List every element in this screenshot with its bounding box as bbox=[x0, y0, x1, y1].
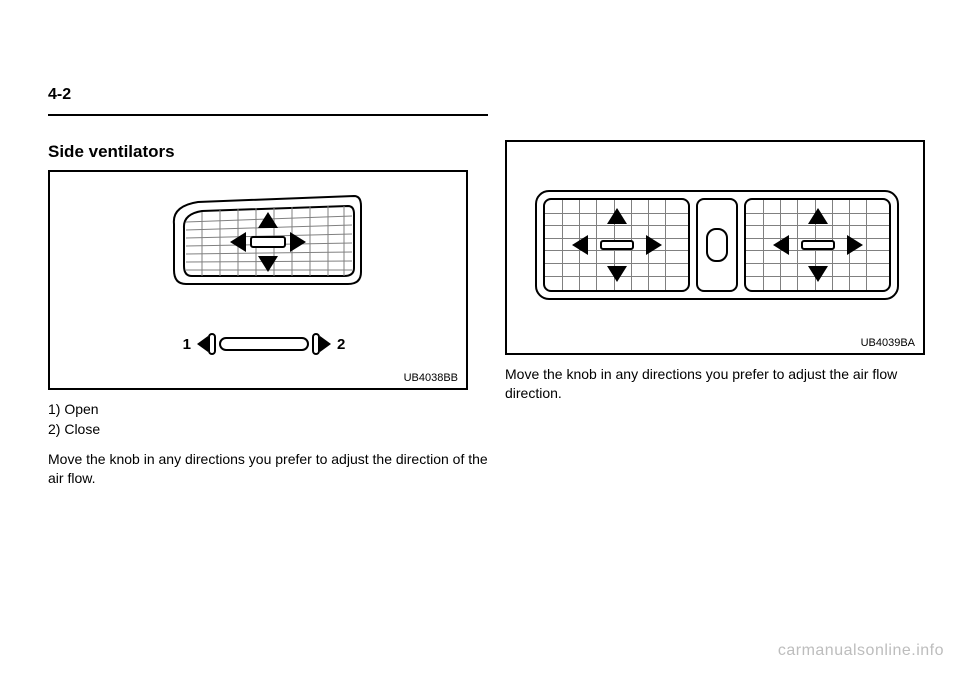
watermark: carmanualsonline.info bbox=[778, 642, 944, 660]
figure-side-ventilator: 1 2 UB4038BB bbox=[48, 170, 468, 390]
vent-tab-icon bbox=[801, 240, 835, 250]
page-number: 4-2 bbox=[48, 86, 71, 104]
figure-center-ventilator: UB4039BA bbox=[505, 140, 925, 355]
arrow-up-icon bbox=[808, 208, 828, 224]
hazard-switch-icon bbox=[706, 228, 728, 262]
caption-right-body: Move the knob in any directions you pref… bbox=[505, 365, 935, 403]
knob-label-open: 1 bbox=[183, 336, 191, 353]
knob-body bbox=[208, 333, 320, 355]
center-vent-right bbox=[744, 198, 891, 292]
arrow-left-icon bbox=[773, 235, 789, 255]
arrow-right-icon bbox=[847, 235, 863, 255]
caption-close: 2) Close bbox=[48, 420, 100, 439]
direction-arrows-right bbox=[773, 208, 863, 282]
horizontal-rule bbox=[48, 114, 488, 116]
arrow-up-icon bbox=[607, 208, 627, 224]
center-vent-assembly bbox=[535, 190, 899, 300]
section-title-side-ventilators: Side ventilators bbox=[48, 142, 175, 162]
hazard-switch-panel bbox=[696, 198, 738, 292]
arrow-right-icon bbox=[320, 336, 331, 352]
open-close-knob: 1 2 bbox=[154, 324, 374, 364]
center-vent-left bbox=[543, 198, 690, 292]
arrow-left-icon bbox=[572, 235, 588, 255]
arrow-left-icon bbox=[197, 336, 208, 352]
knob-label-close: 2 bbox=[337, 336, 345, 353]
caption-open: 1) Open bbox=[48, 400, 99, 419]
figure-code-right: UB4039BA bbox=[861, 337, 915, 349]
arrow-right-icon bbox=[646, 235, 662, 255]
caption-left-body: Move the knob in any directions you pref… bbox=[48, 450, 488, 488]
arrow-down-icon bbox=[808, 266, 828, 282]
arrow-down-icon bbox=[607, 266, 627, 282]
manual-page: 4-2 Side ventilators bbox=[0, 0, 960, 678]
figure-code-left: UB4038BB bbox=[404, 372, 458, 384]
direction-arrows-left bbox=[572, 208, 662, 282]
vent-tab-icon bbox=[600, 240, 634, 250]
side-vent-illustration bbox=[168, 194, 363, 289]
